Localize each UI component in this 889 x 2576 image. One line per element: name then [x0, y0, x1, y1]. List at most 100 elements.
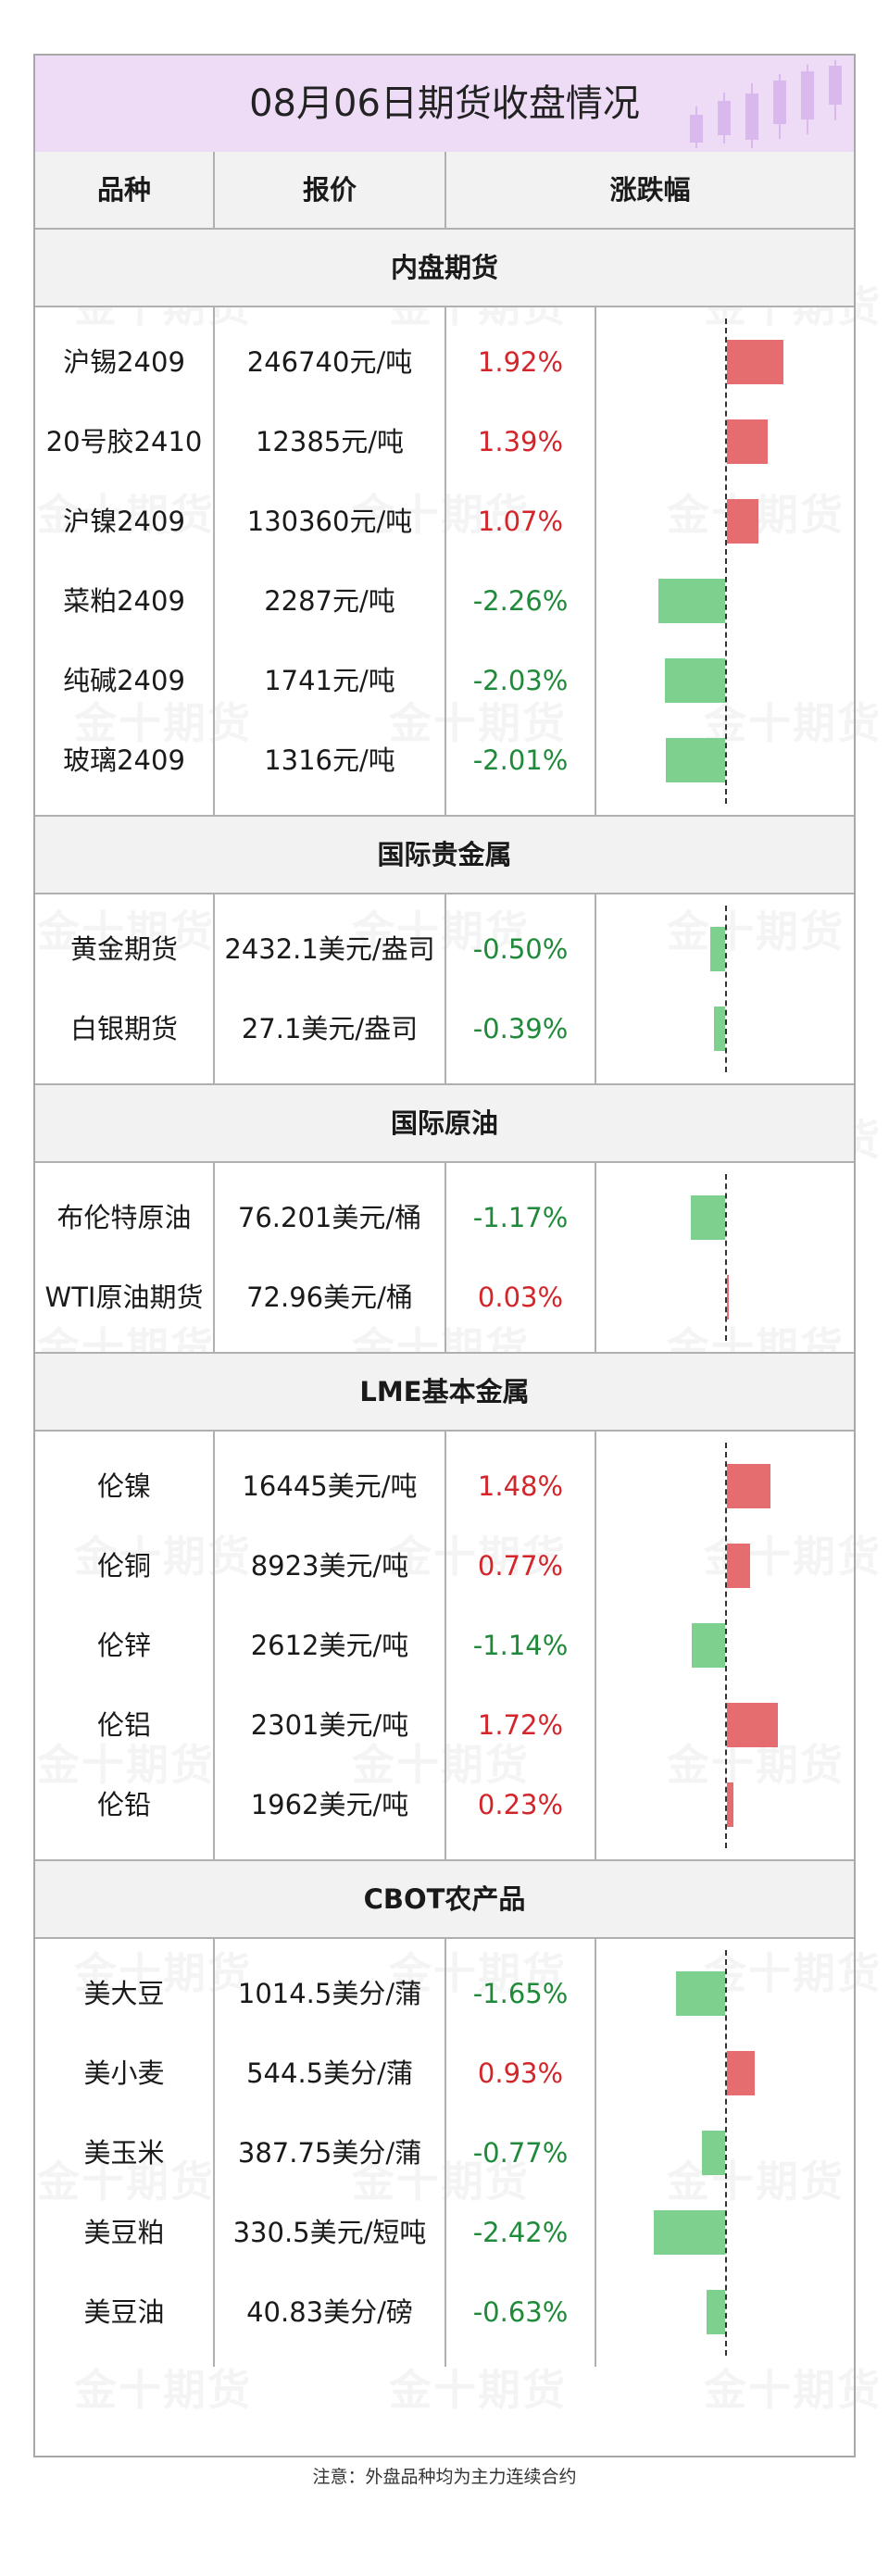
change-bar [653, 2210, 725, 2255]
section-body: 美大豆 1014.5美分/蒲 -1.65% 美小麦 544.5美分/蒲 0.93% 美玉米 3… [35, 1939, 854, 2367]
variety-name: 玻璃2409 [63, 744, 185, 776]
change-bar [727, 1275, 729, 1319]
variety-name: 20号胶2410 [45, 426, 203, 457]
price-value: 76.201美元/桶 [237, 1202, 422, 1233]
section-header: 内盘期货 [35, 230, 854, 307]
zero-axis-line [725, 319, 727, 804]
table-row: 菜粕2409 2287元/吨 -2.26% [35, 561, 854, 641]
change-value: -1.17% [472, 1202, 569, 1233]
change-value: 1.39% [477, 426, 564, 457]
section-header: CBOT农产品 [35, 1859, 854, 1939]
column-header-change: 涨跌幅 [609, 174, 691, 206]
column-header-row: 品种 报价 涨跌幅 [35, 152, 854, 230]
price-value: 1014.5美分/蒲 [237, 1978, 422, 2009]
table-row: WTI原油期货 72.96美元/桶 0.03% [35, 1257, 854, 1337]
change-bar [727, 2051, 755, 2095]
change-bar [727, 1544, 750, 1588]
change-value: -2.42% [472, 2217, 569, 2248]
price-value: 2432.1美元/盎司 [224, 933, 435, 965]
change-bar [727, 499, 759, 544]
change-value: -0.77% [472, 2137, 569, 2169]
price-value: 387.75美分/蒲 [237, 2137, 422, 2169]
change-value: 1.48% [477, 1470, 564, 1502]
price-value: 2612美元/吨 [250, 1630, 409, 1661]
table-row: 美豆粕 330.5美元/短吨 -2.42% [35, 2193, 854, 2272]
variety-name: 伦镍 [96, 1470, 151, 1502]
section-body: 伦镍 16445美元/吨 1.48% 伦铜 8923美元/吨 0.77% 伦锌 2612美元/… [35, 1432, 854, 1859]
change-bar [691, 1623, 725, 1668]
table-row: 伦铜 8923美元/吨 0.77% [35, 1526, 854, 1606]
price-value: 2287元/吨 [264, 585, 395, 617]
table-row: 黄金期货 2432.1美元/盎司 -0.50% [35, 909, 854, 989]
variety-name: 美小麦 [83, 2057, 165, 2089]
table-row: 纯碱2409 1741元/吨 -2.03% [35, 641, 854, 720]
table-row: 伦铅 1962美元/吨 0.23% [35, 1765, 854, 1844]
table-row: 玻璃2409 1316元/吨 -2.01% [35, 720, 854, 800]
change-value: -2.26% [472, 585, 569, 617]
table-row: 布伦特原油 76.201美元/桶 -1.17% [35, 1178, 854, 1257]
price-value: 27.1美元/盎司 [241, 1013, 419, 1044]
table-row: 伦铝 2301美元/吨 1.72% [35, 1685, 854, 1765]
column-header-variety: 品种 [96, 174, 151, 206]
table-row: 美玉米 387.75美分/蒲 -0.77% [35, 2113, 854, 2193]
change-bar [727, 419, 769, 464]
section-header: 国际贵金属 [35, 815, 854, 894]
variety-name: 白银期货 [69, 1013, 178, 1044]
futures-grid: 品种 报价 涨跌幅 内盘期货沪锡2409 246740元/吨 1.92% 20号胶24… [35, 152, 854, 2367]
variety-name: 伦锌 [96, 1630, 151, 1661]
change-value: -1.65% [472, 1978, 569, 2009]
table-row: 沪锡2409 246740元/吨 1.92% [35, 322, 854, 402]
change-value: -0.50% [472, 933, 569, 965]
price-value: 72.96美元/桶 [246, 1282, 413, 1313]
section-header: 国际原油 [35, 1083, 854, 1163]
price-value: 1316元/吨 [264, 744, 395, 776]
change-bar [665, 738, 725, 782]
variety-name: 沪锡2409 [63, 346, 185, 378]
section-header: LME基本金属 [35, 1352, 854, 1432]
variety-name: 美豆油 [83, 2296, 165, 2328]
price-value: 330.5美元/短吨 [232, 2217, 427, 2248]
zero-axis-line [725, 1443, 727, 1848]
change-bar [702, 2131, 725, 2175]
zero-axis-line [725, 1950, 727, 2356]
change-value: -2.01% [472, 744, 569, 776]
variety-name: 美玉米 [83, 2137, 165, 2169]
change-bar [727, 1703, 779, 1747]
page-title: 08月06日期货收盘情况 [249, 82, 640, 125]
change-bar [727, 1464, 771, 1508]
variety-name: 伦铝 [96, 1709, 151, 1741]
change-bar [690, 1195, 725, 1240]
change-bar [727, 340, 784, 384]
change-value: 0.03% [477, 1282, 564, 1313]
variety-name: 沪镍2409 [63, 506, 185, 537]
section-body: 布伦特原油 76.201美元/桶 -1.17% WTI原油期货 72.96美元/桶 0.0… [35, 1163, 854, 1352]
price-value: 130360元/吨 [246, 506, 413, 537]
change-bar [676, 1971, 725, 2016]
section-body: 黄金期货 2432.1美元/盎司 -0.50% 白银期货 27.1美元/盎司 -0.39% [35, 894, 854, 1083]
variety-name: 美大豆 [83, 1978, 165, 2009]
price-value: 16445美元/吨 [242, 1470, 418, 1502]
change-value: 0.77% [477, 1550, 564, 1582]
change-bar [713, 1007, 725, 1051]
price-value: 1962美元/吨 [250, 1789, 409, 1820]
price-value: 8923美元/吨 [250, 1550, 409, 1582]
change-value: -2.03% [472, 665, 569, 696]
variety-name: 黄金期货 [69, 933, 178, 965]
table-row: 美小麦 544.5美分/蒲 0.93% [35, 2033, 854, 2113]
change-bar [657, 579, 725, 623]
variety-name: 伦铅 [96, 1789, 151, 1820]
change-value: -1.14% [472, 1630, 569, 1661]
change-bar [727, 1782, 734, 1827]
change-bar [665, 658, 725, 703]
price-value: 40.83美分/磅 [246, 2296, 413, 2328]
price-value: 1741元/吨 [264, 665, 395, 696]
variety-name: 纯碱2409 [63, 665, 185, 696]
table-row: 白银期货 27.1美元/盎司 -0.39% [35, 989, 854, 1069]
variety-name: 伦铜 [96, 1550, 151, 1582]
variety-name: WTI原油期货 [44, 1282, 204, 1313]
section-body: 沪锡2409 246740元/吨 1.92% 20号胶2410 12385元/吨 1.39… [35, 307, 854, 815]
price-value: 2301美元/吨 [250, 1709, 409, 1741]
table-row: 伦镍 16445美元/吨 1.48% [35, 1446, 854, 1526]
change-bar [706, 2290, 725, 2334]
variety-name: 美豆粕 [83, 2217, 165, 2248]
